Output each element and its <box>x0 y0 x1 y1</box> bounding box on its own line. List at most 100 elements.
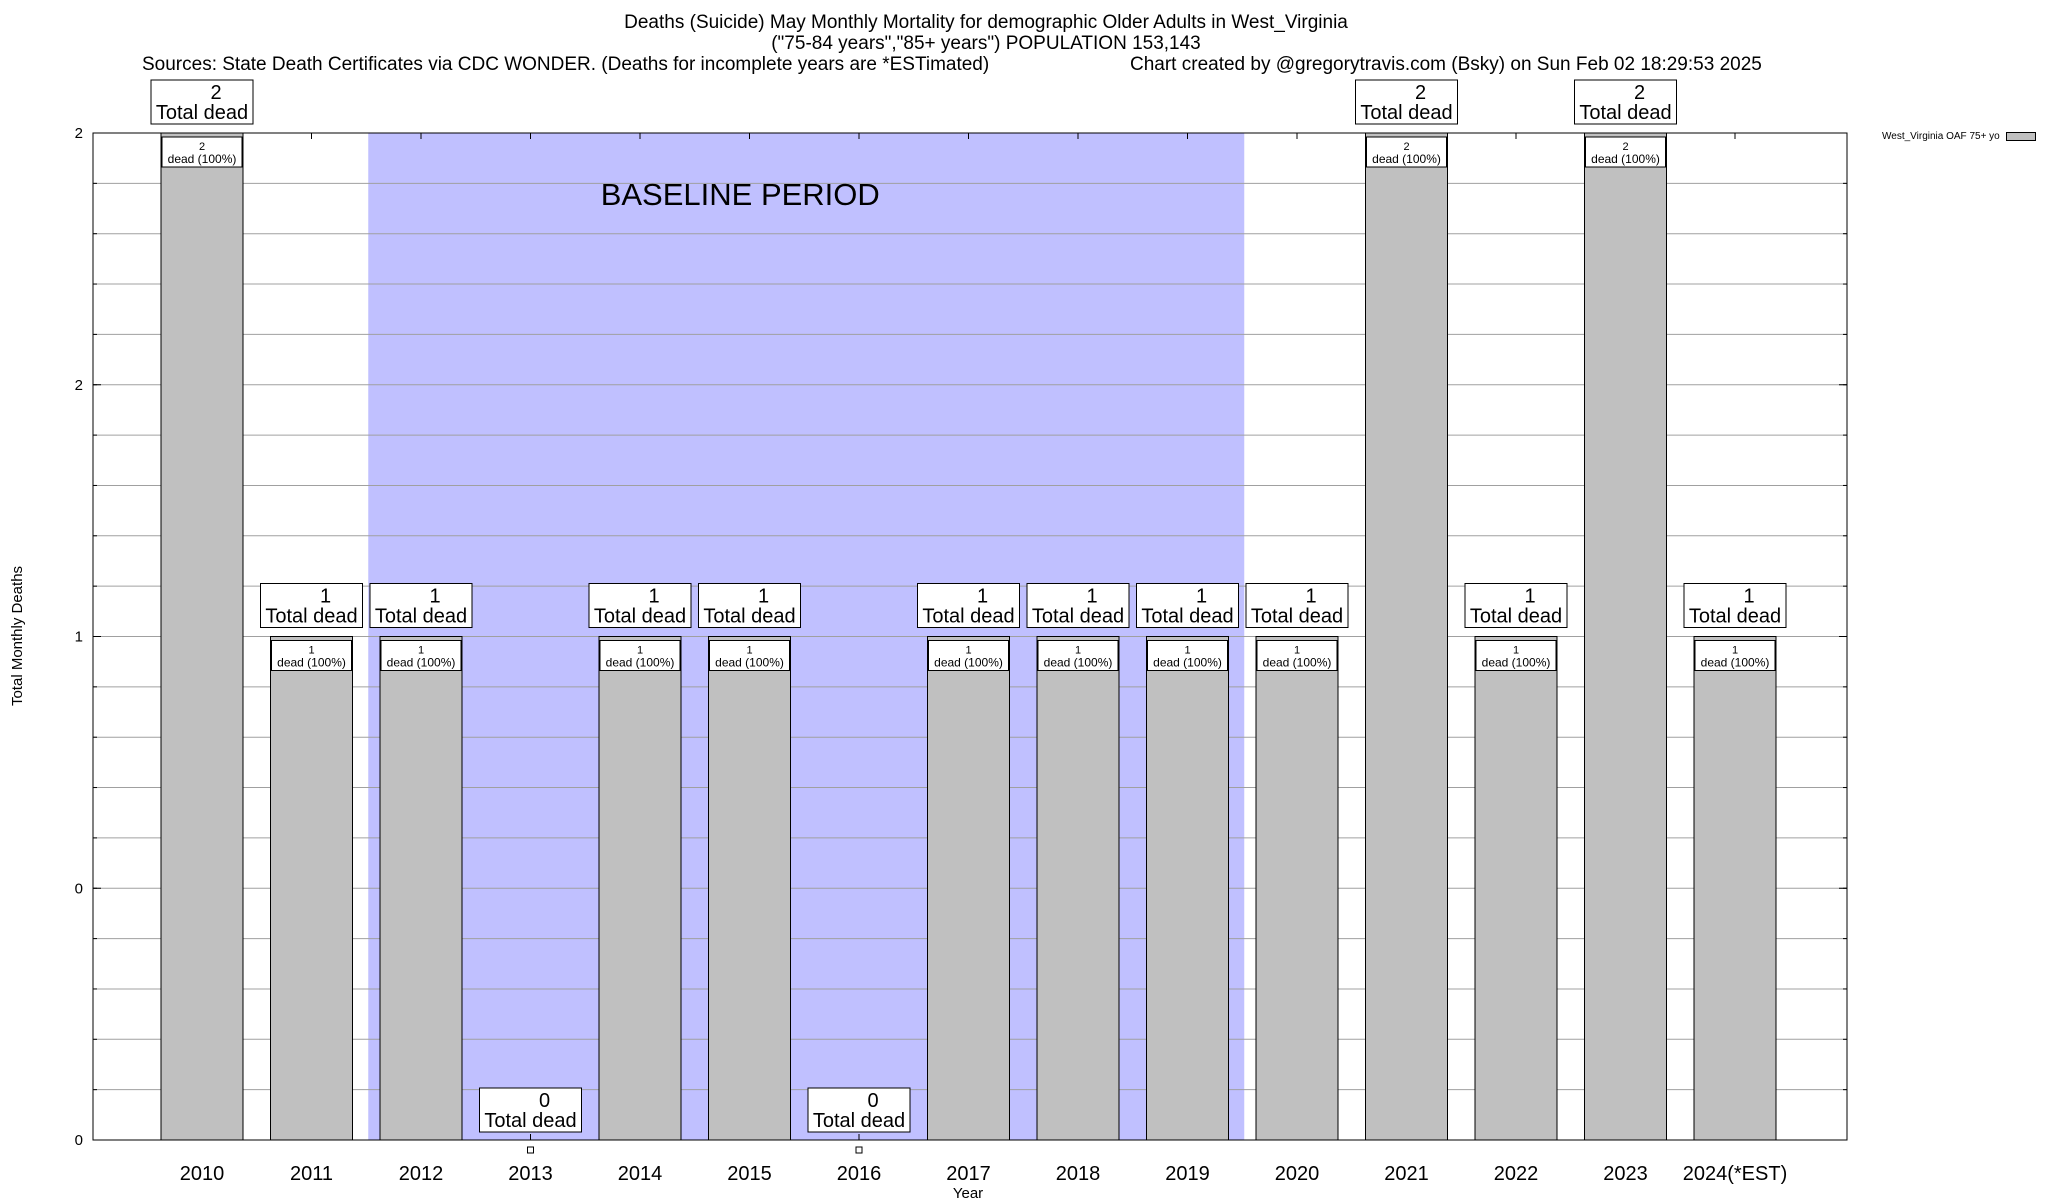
bar-inner-count: 1 <box>1075 645 1081 657</box>
bar-total-text: Total dead <box>1470 606 1562 628</box>
bar-inner-count: 1 <box>308 645 314 657</box>
bar-inner-label-box <box>709 640 790 671</box>
x-tick-label: 2017 <box>946 1163 991 1185</box>
bar-total-text: Total dead <box>484 1110 576 1132</box>
bar-inner-pct: dead (100%) <box>277 656 346 670</box>
bar-total-text: Total dead <box>375 606 467 628</box>
bar-total-label-box <box>1574 79 1677 125</box>
bar-total-text: Total dead <box>156 102 248 124</box>
bar-inner-count: 2 <box>1622 141 1628 153</box>
baseline-label: BASELINE PERIOD <box>601 177 880 212</box>
bar-total-label-box <box>150 79 254 125</box>
bar-total-label-box <box>1245 583 1349 628</box>
bar-inner-pct: dead (100%) <box>1482 656 1551 670</box>
bar-total-text: Total dead <box>1689 606 1781 628</box>
bar-inner-label-box <box>1256 640 1338 671</box>
bar <box>1036 636 1120 1141</box>
x-tick-label: 2018 <box>1056 1163 1101 1185</box>
bar-inner-count: 2 <box>199 141 205 153</box>
bar-inner-count: 1 <box>1184 645 1190 657</box>
bar-inner-count: 1 <box>637 645 643 657</box>
bar-total-label-box <box>260 583 363 628</box>
bar-inner-pct: dead (100%) <box>1701 656 1770 670</box>
bar-total-label-box <box>369 583 473 628</box>
y-tick-label: 2 <box>75 377 83 394</box>
bar-total-text: Total dead <box>922 606 1014 628</box>
bar-total-count: 2 <box>1634 82 1645 104</box>
bar-inner-count: 1 <box>746 645 752 657</box>
bar-inner-label-box <box>599 640 681 671</box>
bar-total-label-box <box>1464 583 1568 628</box>
bar <box>1584 132 1667 1141</box>
bar <box>1146 636 1229 1141</box>
bar <box>708 636 791 1141</box>
bar-inner-pct: dead (100%) <box>1263 656 1332 670</box>
x-tick-label: 2021 <box>1384 1163 1429 1185</box>
bar-inner-count: 1 <box>1732 645 1738 657</box>
bar-inner-pct: dead (100%) <box>934 656 1003 670</box>
bar-inner-count: 1 <box>1513 645 1519 657</box>
x-tick-label: 2016 <box>837 1163 882 1185</box>
bar-inner-count: 1 <box>418 645 424 657</box>
y-tick-label: 0 <box>75 1132 83 1149</box>
bar-total-count: 1 <box>1086 586 1097 608</box>
bar-inner-label-box <box>1366 136 1447 168</box>
bar-total-count: 1 <box>758 586 769 608</box>
bar-total-count: 1 <box>320 586 331 608</box>
bar <box>1474 636 1558 1141</box>
bar <box>1365 132 1448 1141</box>
x-tick-label: 2024(*EST) <box>1683 1163 1788 1185</box>
bar-inner-label-box <box>1037 640 1119 671</box>
bar-inner-pct: dead (100%) <box>1153 656 1222 670</box>
bar <box>270 636 353 1141</box>
bar-inner-pct: dead (100%) <box>168 152 237 166</box>
bar <box>1255 636 1339 1141</box>
bar-total-count: 1 <box>1524 586 1535 608</box>
bar-inner-count: 1 <box>965 645 971 657</box>
bar-total-label-box <box>917 583 1020 628</box>
bar-total-text: Total dead <box>594 606 686 628</box>
x-tick-label: 2020 <box>1275 1163 1320 1185</box>
bar-total-text: Total dead <box>813 1110 905 1132</box>
bar-inner-label-box <box>380 640 462 671</box>
bar-total-count: 0 <box>867 1090 878 1112</box>
bar-total-count: 2 <box>210 82 221 104</box>
chart-title-line2: ("75-84 years","85+ years") POPULATION 1… <box>771 33 1201 54</box>
bar-total-text: Total dead <box>1141 606 1233 628</box>
bar-inner-pct: dead (100%) <box>715 656 784 670</box>
bar-total-count: 1 <box>648 586 659 608</box>
zero-marker <box>855 1146 863 1154</box>
bar-inner-count: 2 <box>1403 141 1409 153</box>
bar-total-count: 1 <box>1743 586 1754 608</box>
x-tick-label: 2023 <box>1603 1163 1648 1185</box>
bar <box>379 636 463 1141</box>
bar-total-count: 1 <box>977 586 988 608</box>
y-tick-label: 2 <box>75 125 83 142</box>
x-axis-label: Year <box>953 1185 983 1200</box>
bar-inner-pct: dead (100%) <box>606 656 675 670</box>
bar-total-text: Total dead <box>1032 606 1124 628</box>
bar-inner-label-box <box>161 136 243 168</box>
bar <box>927 636 1010 1141</box>
chart-title-line1: Deaths (Suicide) May Monthly Mortality f… <box>624 12 1348 33</box>
zero-marker <box>527 1146 534 1154</box>
bar-total-count: 2 <box>1415 82 1426 104</box>
bar-total-text: Total dead <box>1251 606 1343 628</box>
bar-total-count: 1 <box>429 586 440 608</box>
chart-sources-note: Sources: State Death Certificates via CD… <box>142 54 990 75</box>
bar-inner-label-box <box>1585 136 1666 168</box>
bar-inner-label-box <box>1475 640 1557 671</box>
bar <box>1693 636 1777 1141</box>
bar-total-count: 1 <box>1196 586 1207 608</box>
bar-inner-pct: dead (100%) <box>1372 152 1441 166</box>
bar-total-label-box <box>479 1087 582 1133</box>
bar-total-text: Total dead <box>703 606 795 628</box>
bar-inner-label-box <box>1147 640 1228 671</box>
x-tick-label: 2010 <box>180 1163 225 1185</box>
y-tick-label: 1 <box>75 629 83 646</box>
bar <box>598 636 682 1141</box>
bar-inner-pct: dead (100%) <box>1591 152 1660 166</box>
x-tick-label: 2014 <box>618 1163 663 1185</box>
x-tick-label: 2015 <box>727 1163 772 1185</box>
